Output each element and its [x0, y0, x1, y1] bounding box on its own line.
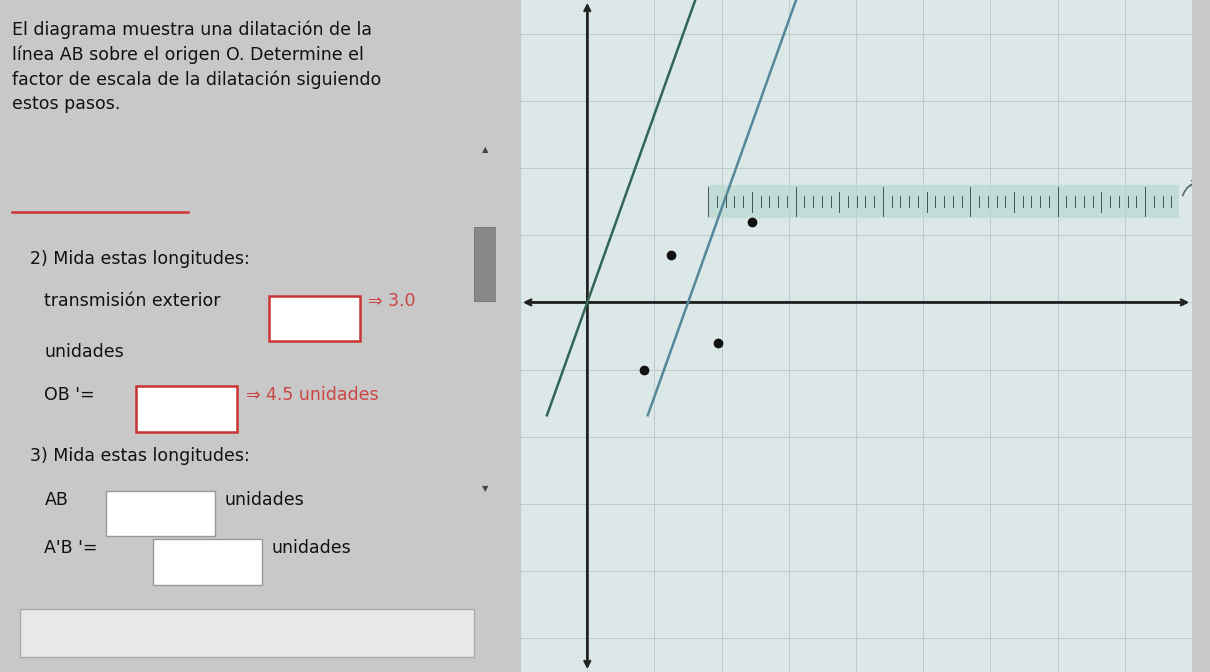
Text: unidades: unidades [271, 539, 351, 557]
Bar [152, 539, 261, 585]
Bar [474, 227, 496, 301]
Bar [106, 491, 214, 536]
Text: unidades: unidades [45, 343, 125, 361]
Text: 5: 5 [148, 401, 159, 418]
Text: 3) Mida estas longitudes:: 3) Mida estas longitudes: [29, 447, 249, 465]
Text: AB: AB [45, 491, 68, 509]
Text: 2) Mida estas longitudes:: 2) Mida estas longitudes: [29, 250, 249, 268]
Bar [136, 386, 237, 432]
Bar [19, 609, 474, 657]
Text: ⇒ 3.0: ⇒ 3.0 [368, 292, 415, 310]
Text: Check: Check [220, 624, 273, 642]
Text: El diagrama muestra una dilatación de la
línea AB sobre el origen O. Determine e: El diagrama muestra una dilatación de la… [12, 20, 381, 113]
Text: OB '=: OB '= [45, 386, 96, 405]
Text: 4: 4 [282, 310, 293, 327]
Text: ▼: ▼ [482, 484, 489, 493]
Text: A'B '=: A'B '= [45, 539, 98, 557]
Text: ⇒ 4.5 unidades: ⇒ 4.5 unidades [246, 386, 379, 405]
FancyArrowPatch shape [1183, 181, 1198, 196]
Text: transmisión exterior: transmisión exterior [45, 292, 221, 310]
Bar [269, 296, 361, 341]
Text: ▲: ▲ [482, 146, 489, 155]
Text: unidades: unidades [225, 491, 305, 509]
Bar [708, 185, 1179, 218]
